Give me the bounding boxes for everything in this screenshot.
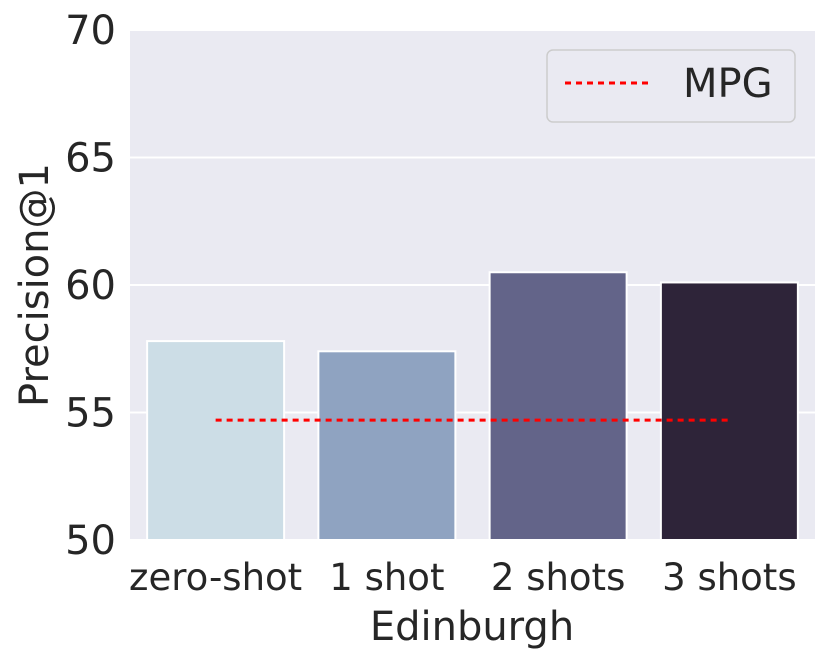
bars — [146, 271, 799, 541]
bar — [488, 271, 628, 541]
bar — [317, 350, 457, 541]
legend: MPG — [546, 49, 796, 123]
bar — [659, 281, 799, 541]
y-tick-label: 60 — [65, 263, 116, 309]
y-tick-label: 65 — [65, 136, 116, 182]
bar — [146, 340, 286, 541]
x-tick-labels: zero-shot 1 shot 2 shots 3 shots — [129, 556, 797, 599]
legend-box — [546, 49, 796, 123]
x-tick-label: 1 shot — [329, 556, 444, 599]
y-tick-label: 70 — [65, 8, 116, 54]
y-tick-label: 55 — [65, 391, 116, 437]
x-tick-label: 3 shots — [662, 556, 796, 599]
x-tick-label: 2 shots — [491, 556, 625, 599]
y-axis-label: Precision@1 — [12, 163, 58, 407]
y-tick-labels: 50 55 60 65 70 — [65, 8, 116, 564]
x-tick-label: zero-shot — [129, 556, 302, 599]
x-axis-label: Edinburgh — [370, 604, 574, 650]
legend-mpg-label: MPG — [683, 61, 773, 107]
y-tick-label: 50 — [65, 518, 116, 564]
